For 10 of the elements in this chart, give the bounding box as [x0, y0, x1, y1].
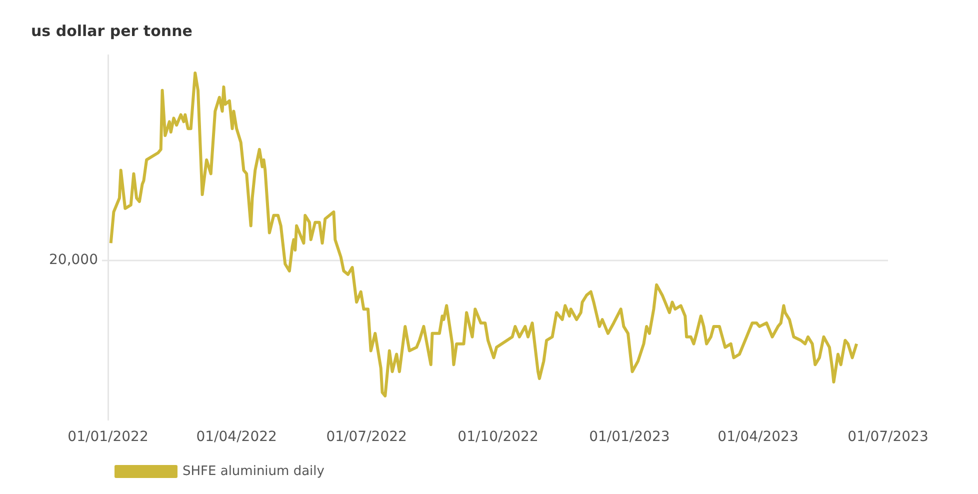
x-tick-label: 01/04/2023	[718, 429, 798, 446]
legend-label: SHFE aluminium daily	[182, 464, 325, 479]
x-tick-label: 01/04/2022	[196, 429, 277, 446]
x-tick-label: 01/07/2022	[326, 429, 407, 446]
x-tick-label: 01/07/2023	[848, 429, 928, 446]
x-tick-label: 01/01/2022	[68, 429, 148, 446]
text: 20,000	[49, 252, 98, 268]
x-tick-label: 01/01/2023	[589, 429, 670, 446]
y-axis-title: us dollar per tonne	[31, 22, 192, 40]
x-tick-label: 01/10/2022	[458, 429, 538, 446]
